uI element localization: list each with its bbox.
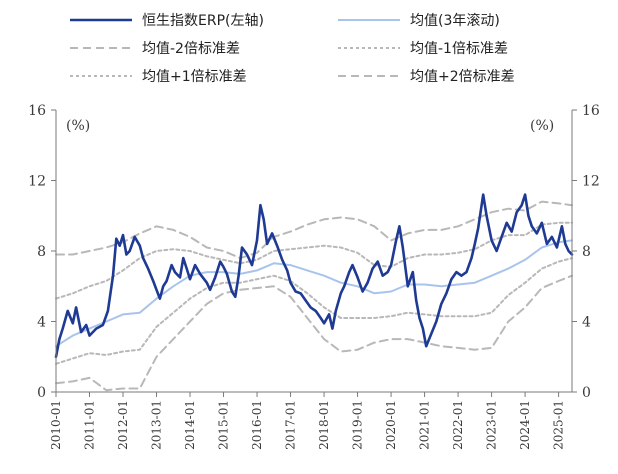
x-tick-label: 2013-01 — [150, 400, 164, 450]
legend-item-1: 均值(3年滚动) — [338, 12, 500, 29]
y-right-tick-label: 16 — [582, 103, 600, 119]
series-line-0 — [54, 193, 574, 359]
x-tick-label: 2012-01 — [116, 400, 130, 450]
y-right-tick-label: 8 — [582, 244, 591, 260]
series-line-1 — [55, 239, 573, 348]
x-axis-ticks: 2010-01 2011-01 2012-01 2013-01 2014-01 2015-… — [49, 392, 566, 450]
x-tick-label: 2023-01 — [485, 400, 499, 450]
series-line-4 — [55, 221, 573, 300]
x-tick-label: 2011-01 — [83, 400, 97, 450]
x-tick-label: 2020-01 — [384, 400, 398, 450]
x-tick-label: 2021-01 — [418, 400, 432, 450]
x-tick-label: 2022-01 — [451, 400, 465, 450]
legend-label: 均值(3年滚动) — [410, 12, 500, 29]
series-line-2 — [55, 274, 573, 392]
y-left-tick-label: 16 — [28, 103, 46, 119]
left-unit-label: (%) — [66, 118, 90, 134]
right-unit-label: (%) — [530, 118, 554, 134]
x-tick-label: 2015-01 — [217, 400, 231, 450]
x-tick-label: 2016-01 — [250, 400, 264, 450]
y-right-tick-label: 0 — [582, 385, 591, 401]
y-left-tick-label: 12 — [28, 174, 46, 190]
y-right-tick-label: 4 — [582, 315, 591, 331]
legend-item-0: 恒生指数ERP(左轴) — [70, 13, 264, 29]
x-tick-label: 2024-01 — [518, 400, 532, 450]
y-axis-right-ticks: 0 4 8 12 16 — [572, 103, 600, 401]
x-tick-label: 2014-01 — [183, 400, 197, 450]
y-left-tick-label: 8 — [37, 244, 46, 260]
series-layer — [54, 193, 574, 392]
legend-label: 恒生指数ERP(左轴) — [142, 13, 264, 29]
legend-item-5: 均值+2倍标准差 — [338, 69, 515, 85]
y-left-tick-label: 4 — [37, 315, 46, 331]
legend-item-2: 均值-2倍标准差 — [70, 41, 240, 57]
x-tick-label: 2017-01 — [284, 400, 298, 450]
series-line-5 — [55, 200, 573, 260]
legend-label: 均值+1倍标准差 — [142, 69, 247, 85]
x-tick-label: 2025-01 — [552, 400, 566, 450]
y-left-tick-label: 0 — [37, 385, 46, 401]
legend: 恒生指数ERP(左轴) 均值(3年滚动) 均值-2倍标准差 均值-1倍标准差均值+1倍… — [70, 12, 515, 85]
legend-label: 均值+2倍标准差 — [410, 69, 515, 85]
legend-label: 均值-1倍标准差 — [410, 41, 508, 57]
x-tick-label: 2018-01 — [317, 400, 331, 450]
legend-item-4: 均值+1倍标准差 — [70, 69, 247, 85]
legend-label: 均值-2倍标准差 — [142, 41, 240, 57]
series-line-3 — [55, 257, 573, 365]
x-tick-label: 2010-01 — [49, 400, 63, 450]
legend-item-3: 均值-1倍标准差 — [338, 41, 508, 57]
x-tick-label: 2019-01 — [351, 400, 365, 450]
y-axis-left-ticks: 0 4 8 12 16 — [28, 103, 56, 401]
y-right-tick-label: 12 — [582, 174, 600, 190]
